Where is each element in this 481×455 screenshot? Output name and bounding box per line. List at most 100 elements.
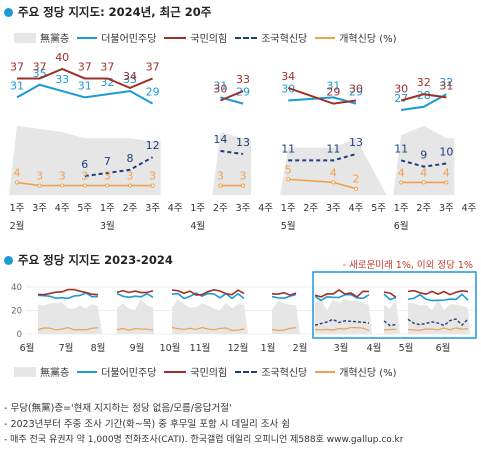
reform-trend-line bbox=[407, 327, 469, 331]
legend2-reform-label: 개혁신당 (%) bbox=[339, 368, 397, 379]
legend-rebuild-swatch-icon bbox=[235, 36, 258, 39]
dem-line-0 bbox=[16, 83, 154, 105]
ppp-trend-line bbox=[171, 289, 245, 296]
ppp-value-label: 30 bbox=[394, 83, 408, 96]
dem-trend-line bbox=[116, 292, 154, 299]
legend-ppp-label: 국민의힘 bbox=[190, 34, 228, 45]
legend2-ppp: 국민의힘 bbox=[164, 364, 227, 379]
none-area-bg bbox=[272, 301, 300, 334]
ppp-value-label: 37 bbox=[10, 60, 24, 73]
x-tick-label: 5주 bbox=[77, 203, 92, 214]
month-tick-label: 2월 bbox=[293, 342, 308, 354]
none-area-3 bbox=[393, 125, 455, 195]
month-tick-label: 8월 bbox=[91, 342, 106, 354]
footnote-other-parties: - 새로운미래 1%, 이외 정당 1% bbox=[342, 260, 473, 271]
reform-trend-line bbox=[37, 326, 99, 331]
dem-value-label: 29 bbox=[349, 86, 363, 99]
x-tick-label: 1주 bbox=[10, 203, 25, 214]
legend2-dem: 더불어민주당 bbox=[77, 364, 156, 379]
reform-point bbox=[399, 180, 404, 185]
rebuild-value-label: 11 bbox=[281, 142, 295, 155]
month-label: 3월 bbox=[100, 220, 115, 232]
reform-value-label: 3 bbox=[240, 170, 247, 183]
reform-trend-line bbox=[383, 328, 397, 331]
legend2-none: 無黨층 bbox=[14, 364, 69, 379]
dem-value-label: 29 bbox=[146, 86, 160, 99]
reform-point bbox=[14, 180, 20, 185]
none-area-1 bbox=[212, 132, 251, 195]
legend2-dem-label: 더불어민주당 bbox=[101, 368, 157, 379]
reform-value-label: 4 bbox=[398, 166, 405, 179]
ppp-trend-line bbox=[383, 291, 397, 298]
reform-point bbox=[127, 183, 133, 188]
x-tick-label: 1주 bbox=[100, 203, 115, 214]
reform-value-label: 3 bbox=[149, 170, 156, 183]
reform-value-label: 5 bbox=[285, 163, 292, 176]
x-tick-label: 1주 bbox=[190, 203, 205, 214]
ppp-value-label: 30 bbox=[213, 83, 227, 96]
legend-ppp: 국민의힘 bbox=[164, 30, 227, 45]
x-tick-label: 4주 bbox=[462, 203, 477, 214]
chart1-title: 주요 정당 지지도: 2024년, 최근 20주 bbox=[4, 4, 211, 20]
reform-point bbox=[218, 183, 223, 188]
ppp-value-label: 32 bbox=[417, 76, 431, 89]
none-area-bg bbox=[408, 299, 470, 334]
dem-trend-line bbox=[314, 293, 370, 302]
legend2-rebuild-label: 조국혁신당 bbox=[261, 368, 308, 379]
month-tick-label: 4월 bbox=[367, 342, 382, 354]
ppp-value-label: 34 bbox=[123, 70, 137, 83]
note-1: - 무당(無黨)층='현재 지지하는 정당 없음/모름/응답거절' bbox=[4, 403, 232, 414]
ppp-line-1 bbox=[220, 90, 244, 102]
reform-value-label: 4 bbox=[14, 166, 21, 179]
x-tick-label: 2주 bbox=[416, 203, 431, 214]
month-tick-label: 5월 bbox=[399, 342, 414, 354]
legend-none-swatch-icon bbox=[14, 32, 36, 43]
rebuild-value-label: 12 bbox=[146, 139, 160, 152]
reform-value-label: 2 bbox=[353, 173, 360, 186]
x-tick-label: 2주 bbox=[213, 203, 228, 214]
legend2-reform-swatch-icon bbox=[315, 370, 336, 373]
title2-bullet-icon bbox=[4, 255, 13, 265]
ppp-value-label: 37 bbox=[78, 60, 92, 73]
reform-value-label: 3 bbox=[59, 170, 66, 183]
legend-reform-swatch-icon bbox=[315, 36, 336, 39]
dem-trend-line bbox=[383, 293, 397, 301]
dem-value-label: 31 bbox=[213, 79, 227, 92]
ppp-line-3 bbox=[400, 93, 447, 102]
x-tick-label: 1주 bbox=[281, 203, 296, 214]
legend-rebuild-label: 조국혁신당 bbox=[261, 34, 308, 45]
reform-trend-line bbox=[116, 327, 154, 331]
legend2-ppp-swatch-icon bbox=[164, 370, 187, 373]
recent-20-weeks-highlight bbox=[312, 271, 477, 339]
rebuild-value-label: 11 bbox=[326, 142, 340, 155]
month-tick-label: 12월 bbox=[228, 342, 249, 354]
legend2-rebuild-swatch-icon bbox=[235, 370, 258, 373]
chart1-legend: 無黨층 더불어민주당 국민의힘 조국혁신당 개혁신당 (%) bbox=[14, 30, 405, 45]
rebuild-line-2 bbox=[288, 153, 357, 162]
ppp-value-label: 33 bbox=[236, 73, 250, 86]
ppp-trend-line bbox=[314, 289, 370, 298]
legend-reform: 개혁신당 (%) bbox=[315, 30, 397, 45]
x-tick-label: 3주 bbox=[439, 203, 454, 214]
rebuild-line-0 bbox=[84, 156, 154, 178]
dem-value-label: 33 bbox=[55, 73, 69, 86]
legend2-none-swatch-icon bbox=[14, 366, 36, 377]
reform-point bbox=[82, 183, 87, 188]
note-3: - 매주 전국 유권자 약 1,000명 전화조사(CATI). 한국갤럽 데일… bbox=[4, 435, 404, 445]
dem-trend-line bbox=[271, 293, 297, 299]
reform-point bbox=[331, 180, 336, 185]
ppp-value-label: 29 bbox=[326, 86, 340, 99]
chart2-legend: 無黨층 더불어민주당 국민의힘 조국혁신당 개혁신당 (%) bbox=[14, 364, 405, 379]
y-tick-label: 20 bbox=[11, 306, 22, 316]
y-tick-label: 0 bbox=[17, 330, 22, 340]
x-tick-label: 4주 bbox=[258, 203, 273, 214]
reform-value-label: 4 bbox=[443, 166, 450, 179]
x-tick-label: 4주 bbox=[168, 203, 183, 214]
chart1-title-text: 주요 정당 지지도: 2024년, 최근 20주 bbox=[18, 5, 212, 19]
dem-trend-line bbox=[37, 291, 99, 300]
legend2-reform: 개혁신당 (%) bbox=[315, 364, 397, 379]
reform-point bbox=[286, 177, 291, 182]
legend-dem-swatch-icon bbox=[77, 36, 98, 39]
legend-rebuild: 조국혁신당 bbox=[235, 30, 307, 45]
